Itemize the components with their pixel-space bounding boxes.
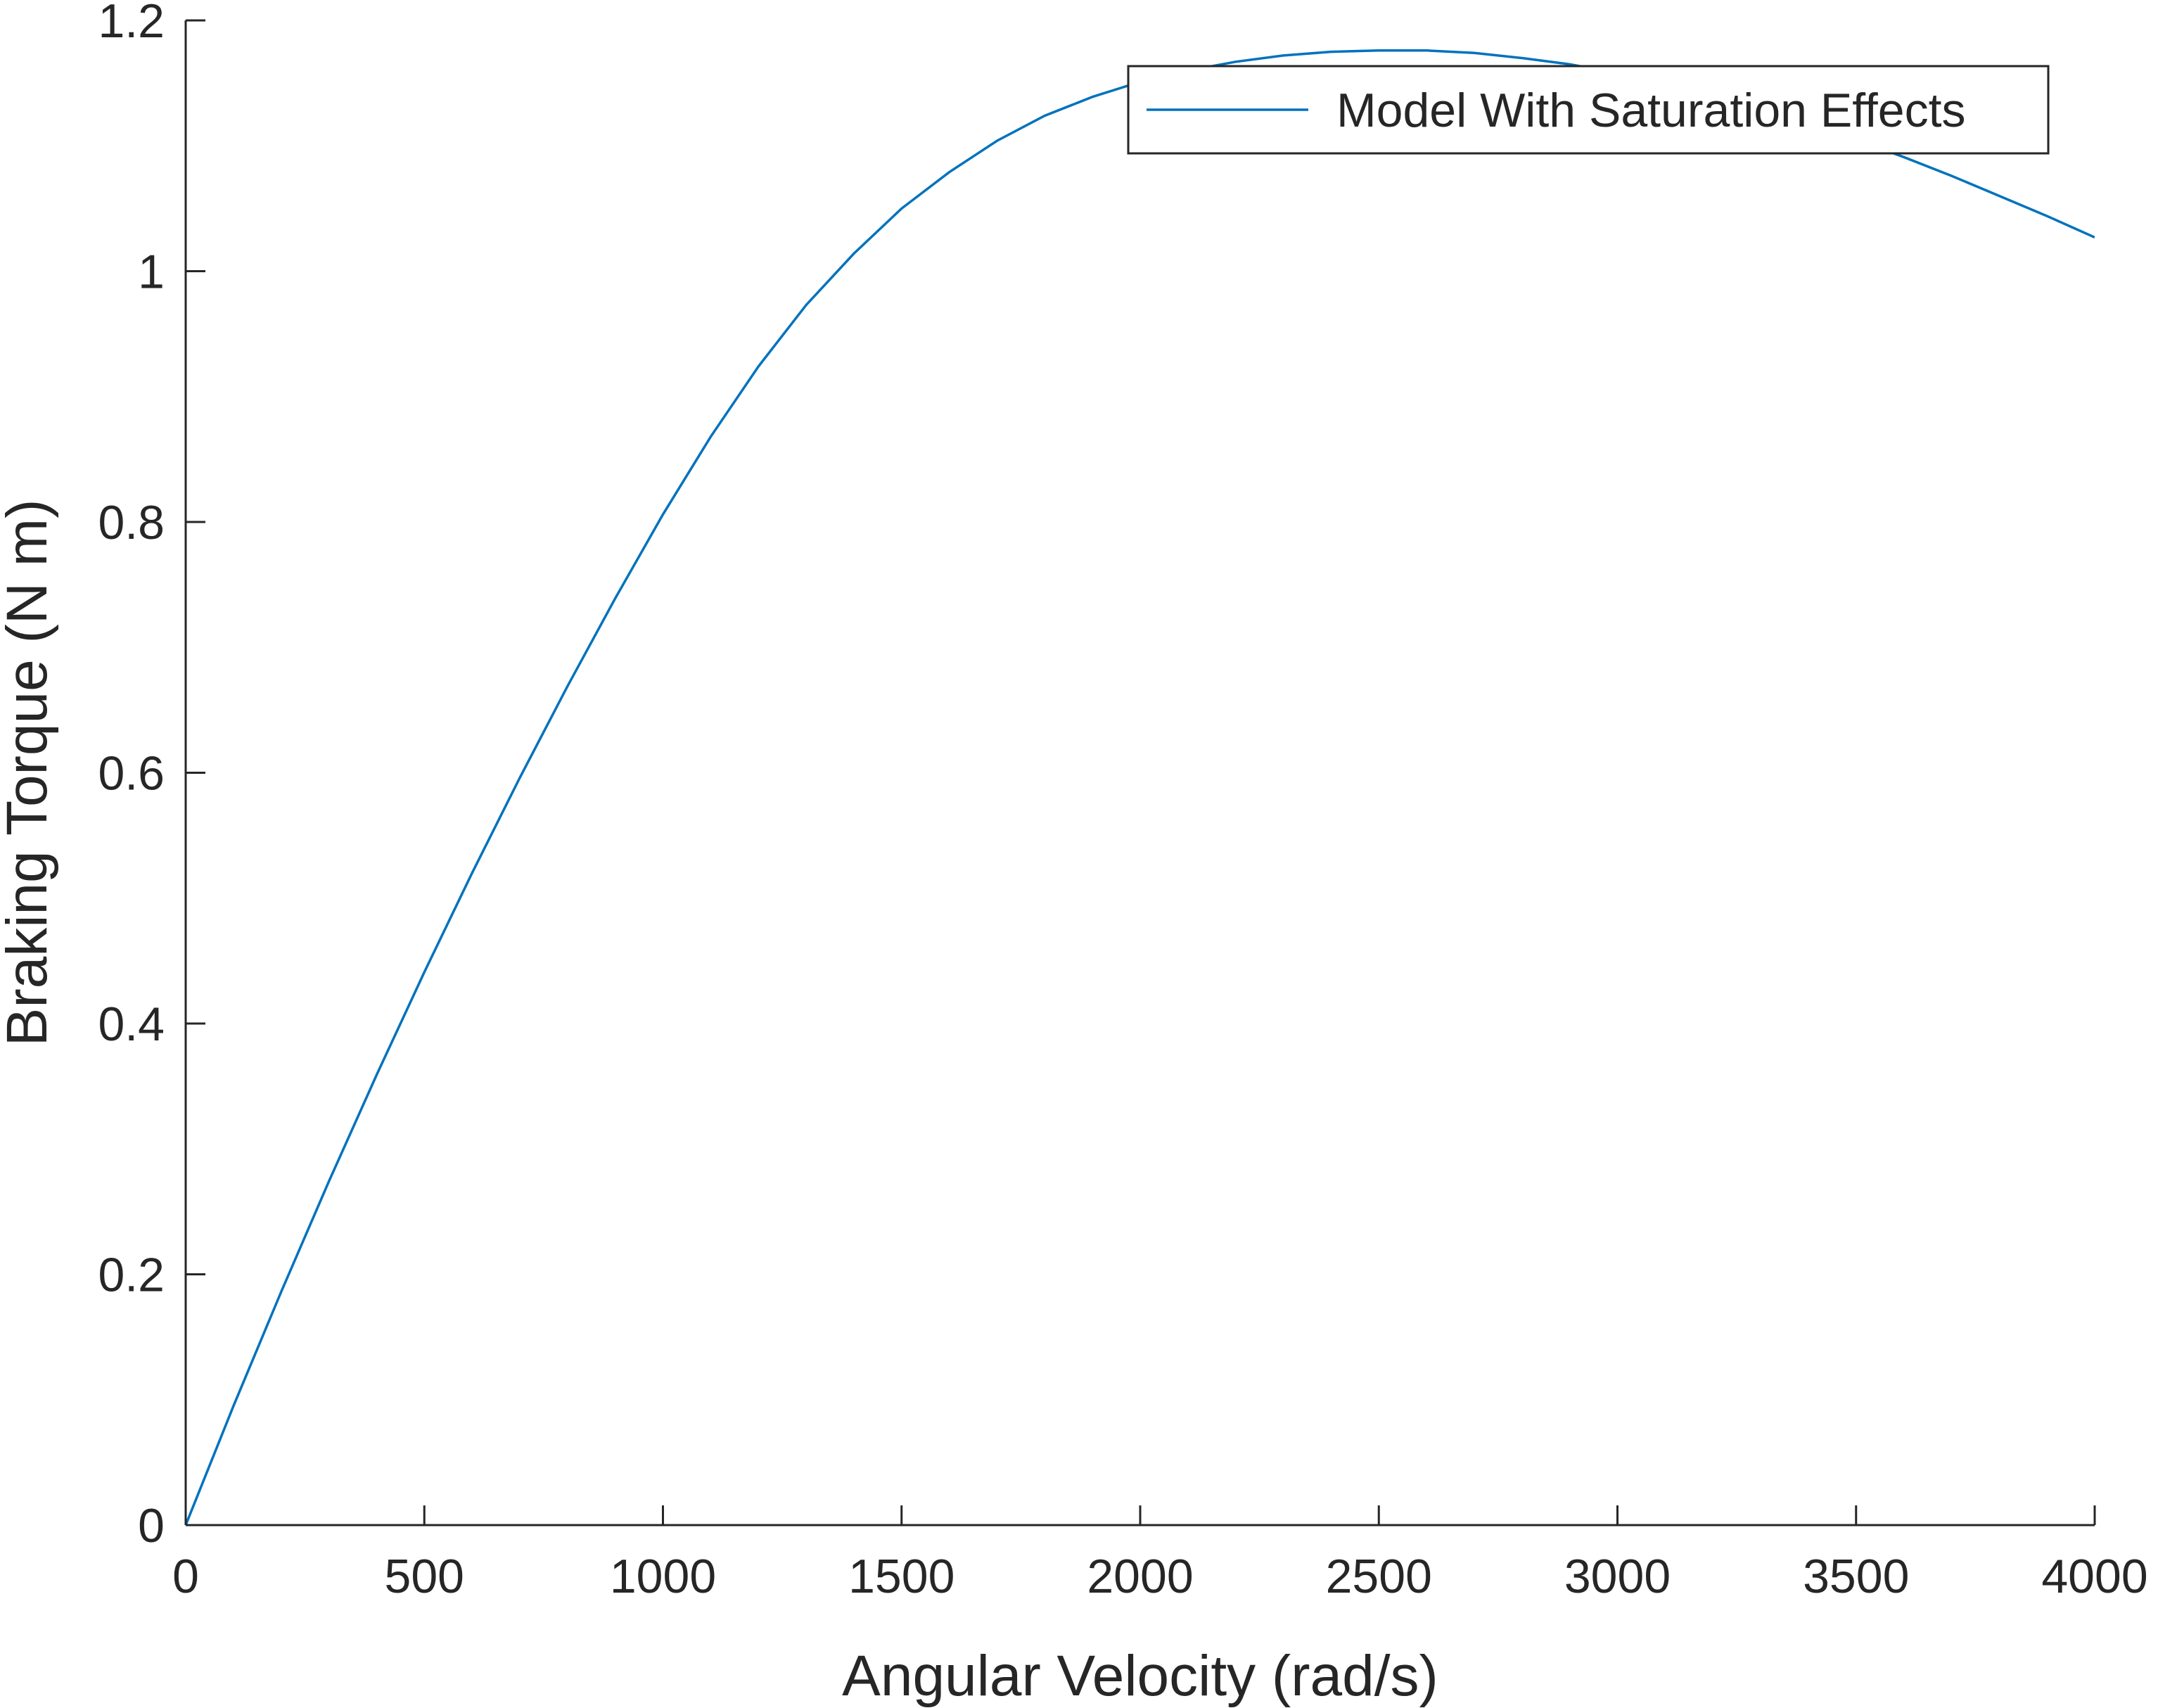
x-tick-label: 3000 (1564, 1550, 1671, 1603)
x-tick-label: 2500 (1326, 1550, 1432, 1603)
legend: Model With Saturation Effects (1127, 65, 2050, 155)
x-tick-label: 3500 (1803, 1550, 1909, 1603)
x-tick-label: 500 (385, 1550, 464, 1603)
x-tick-label: 0 (172, 1550, 199, 1603)
y-tick-label: 0.8 (98, 496, 165, 549)
y-tick-label: 1.2 (98, 0, 165, 48)
y-tick-label: 0.4 (98, 998, 165, 1051)
y-tick-label: 0.6 (98, 747, 165, 801)
x-tick-label: 4000 (2041, 1550, 2147, 1603)
legend-entry: Model With Saturation Effects (1336, 84, 1966, 137)
x-tick-label: 1000 (610, 1550, 716, 1603)
x-tick-label: 2000 (1087, 1550, 1193, 1603)
x-tick-label: 1500 (848, 1550, 954, 1603)
legend-box (1127, 65, 2050, 155)
x-axis-label: Angular Velocity (rad/s) (842, 1644, 1438, 1708)
y-tick-label: 0 (138, 1499, 165, 1553)
series-line-0 (186, 49, 2095, 1525)
y-tick-label: 0.2 (98, 1249, 165, 1302)
plot-area (186, 49, 2095, 1525)
y-axis-label: Braking Torque (N m) (0, 499, 59, 1047)
y-tick-label: 1 (138, 246, 165, 299)
